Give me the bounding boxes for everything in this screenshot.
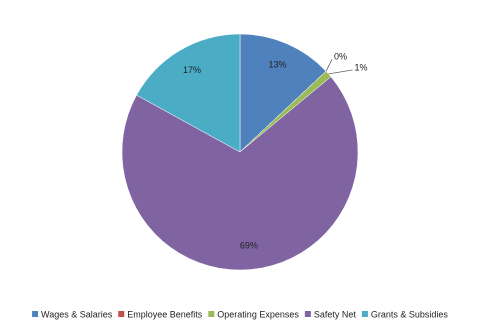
legend-swatch: [361, 311, 368, 317]
pie-slice: [239, 33, 327, 153]
legend-swatch: [304, 311, 311, 317]
pie-slice: [121, 76, 359, 271]
data-label: 69%: [240, 240, 258, 250]
data-label: 17%: [183, 65, 201, 75]
legend-label: Safety Net: [314, 309, 357, 319]
data-label: 1%: [355, 62, 368, 72]
legend-label: Employee Benefits: [127, 309, 203, 319]
data-label: 0%: [334, 52, 347, 62]
legend-swatch: [32, 311, 39, 317]
leader-line: [325, 59, 333, 72]
pie-slice: [136, 33, 241, 153]
leader-line: [328, 69, 353, 75]
legend-label: Operating Expenses: [217, 309, 299, 319]
data-label: 13%: [268, 60, 286, 70]
legend-label: Grants & Subsidies: [371, 309, 449, 319]
legend-swatch: [118, 311, 125, 317]
legend-swatch: [208, 311, 215, 317]
legend-label: Wages & Salaries: [41, 309, 113, 319]
